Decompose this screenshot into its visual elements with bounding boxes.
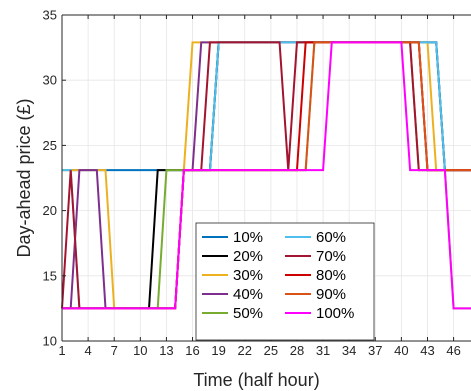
x-tick-label: 34 [342,343,356,358]
legend-label: 80% [316,267,346,284]
axes-layer: 1 4 7 10 13 16 19 22 25 28 31 34 37 40 43 46 10 15 20 25 30 3… [43,8,471,358]
y-tick-label: 25 [43,138,57,153]
x-tick-label: 16 [185,343,199,358]
legend-label: 40% [233,286,263,303]
legend-label: 70% [316,248,346,265]
series-line-100pct [62,41,471,310]
legend-label: 10% [233,229,263,246]
x-tick-label: 22 [238,343,252,358]
y-axis-title: Day-ahead price (£) [14,98,34,257]
legend-label: 30% [233,267,263,284]
legend-label: 100% [316,305,354,322]
legend-item-10pct: 10% [202,229,263,246]
x-tick-label: 31 [316,343,330,358]
legend-label: 60% [316,229,346,246]
legend-item-40pct: 40% [202,286,263,303]
legend-item-50pct: 50% [202,305,263,322]
legend-label: 50% [233,305,263,322]
x-tick-label: 1 [58,343,65,358]
y-tick-label: 20 [43,203,57,218]
legend-item-60pct: 60% [285,229,346,246]
x-tick-label: 4 [84,343,91,358]
x-tick-label: 10 [133,343,147,358]
x-tick-label: 40 [394,343,408,358]
y-tick-label: 10 [43,334,57,349]
x-tick-label: 37 [368,343,382,358]
x-tick-label: 46 [446,343,460,358]
legend-label: 20% [233,248,263,265]
legend: 10% 20% 30% 40% 50% 60% 70% 80% 90% 100% [195,222,375,341]
legend-box [195,222,375,341]
series-layer [61,41,471,310]
y-tick-label: 30 [43,73,57,88]
legend-item-90pct: 90% [285,286,346,303]
x-tick-label: 19 [211,343,225,358]
x-tick-label: 28 [290,343,304,358]
y-tick-label: 35 [43,8,57,23]
legend-label: 90% [316,286,346,303]
x-tick-label: 13 [159,343,173,358]
x-tick-label: 25 [264,343,278,358]
x-tick-label: 7 [111,343,118,358]
legend-item-100pct: 100% [285,305,354,322]
legend-item-70pct: 70% [285,248,346,265]
x-tick-label: 43 [420,343,434,358]
legend-item-30pct: 30% [202,267,263,284]
legend-item-80pct: 80% [285,267,346,284]
x-axis-title: Time (half hour) [193,370,319,390]
y-tick-label: 15 [43,268,57,283]
legend-item-20pct: 20% [202,248,263,265]
